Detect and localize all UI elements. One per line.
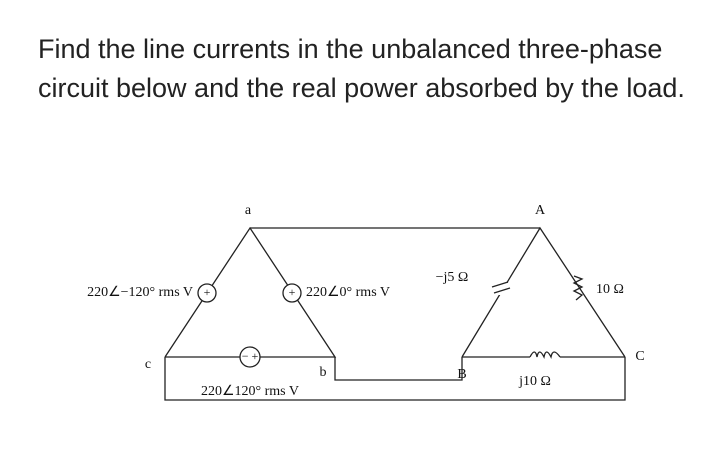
sources: + + − +: [197, 283, 302, 368]
node-label: c: [145, 357, 151, 372]
node-label: b: [320, 365, 327, 380]
svg-text:− +: − +: [242, 349, 259, 363]
source-label: 220∠0° rms V: [306, 285, 390, 300]
impedance-label: j10 Ω: [518, 374, 551, 389]
node-label: a: [245, 203, 252, 218]
impedance-label: 10 Ω: [596, 282, 624, 297]
source-label: 220∠−120° rms V: [87, 285, 193, 300]
svg-text:+: +: [289, 285, 296, 299]
node-label: C: [635, 349, 644, 364]
components: [491, 275, 584, 360]
impedance-label: −j5 Ω: [436, 270, 469, 285]
wires: [164, 226, 626, 401]
node-label: B: [457, 367, 466, 382]
question: Find the line currents in the unbalanced…: [38, 34, 685, 103]
source-label: 220∠120° rms V: [201, 384, 299, 399]
node-label: A: [535, 203, 546, 218]
svg-text:+: +: [204, 285, 211, 299]
